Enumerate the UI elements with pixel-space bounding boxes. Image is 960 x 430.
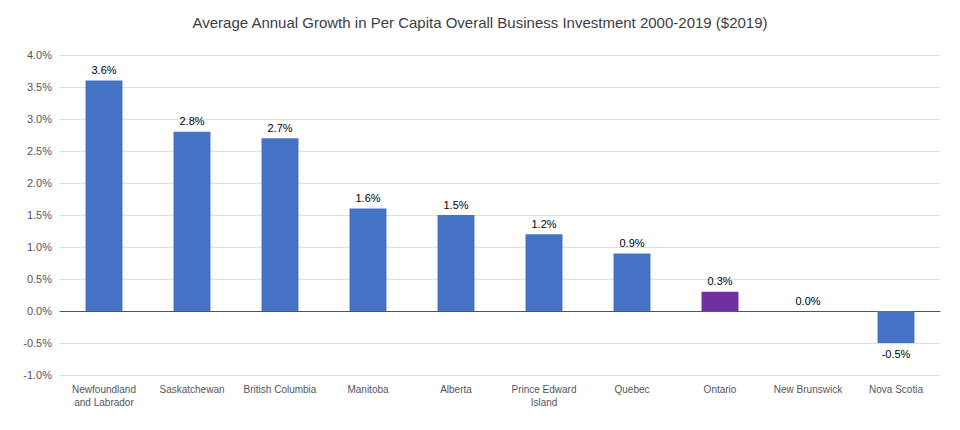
svg-text:4.0%: 4.0%	[27, 49, 52, 61]
svg-text:-1.0%: -1.0%	[23, 369, 52, 381]
svg-text:2.5%: 2.5%	[27, 145, 52, 157]
svg-text:0.5%: 0.5%	[27, 273, 52, 285]
svg-text:3.5%: 3.5%	[27, 81, 52, 93]
svg-text:Average Annual Growth in Per C: Average Annual Growth in Per Capita Over…	[192, 14, 767, 31]
svg-text:1.2%: 1.2%	[531, 218, 556, 230]
svg-text:Island: Island	[531, 397, 558, 408]
svg-text:New Brunswick: New Brunswick	[774, 384, 843, 395]
svg-text:3.6%: 3.6%	[91, 64, 116, 76]
svg-text:-0.5%: -0.5%	[23, 337, 52, 349]
svg-text:0.0%: 0.0%	[27, 305, 52, 317]
svg-text:Manitoba: Manitoba	[347, 384, 389, 395]
svg-text:-0.5%: -0.5%	[882, 348, 911, 360]
svg-text:British Columbia: British Columbia	[244, 384, 317, 395]
svg-text:and Labrador: and Labrador	[74, 397, 134, 408]
svg-text:3.0%: 3.0%	[27, 113, 52, 125]
svg-text:Newfoundland: Newfoundland	[72, 384, 136, 395]
svg-text:1.5%: 1.5%	[27, 209, 52, 221]
svg-text:2.8%: 2.8%	[179, 115, 204, 127]
svg-text:Prince Edward: Prince Edward	[511, 384, 576, 395]
svg-text:1.5%: 1.5%	[443, 199, 468, 211]
svg-text:Quebec: Quebec	[614, 384, 649, 395]
svg-text:Saskatchewan: Saskatchewan	[159, 384, 224, 395]
svg-text:Ontario: Ontario	[704, 384, 737, 395]
svg-text:1.6%: 1.6%	[355, 192, 380, 204]
svg-text:0.9%: 0.9%	[619, 237, 644, 249]
svg-text:Nova Scotia: Nova Scotia	[869, 384, 923, 395]
svg-text:Alberta: Alberta	[440, 384, 472, 395]
svg-text:0.0%: 0.0%	[795, 295, 820, 307]
svg-text:0.3%: 0.3%	[707, 275, 732, 287]
svg-text:1.0%: 1.0%	[27, 241, 52, 253]
svg-text:2.0%: 2.0%	[27, 177, 52, 189]
svg-text:2.7%: 2.7%	[267, 122, 292, 134]
